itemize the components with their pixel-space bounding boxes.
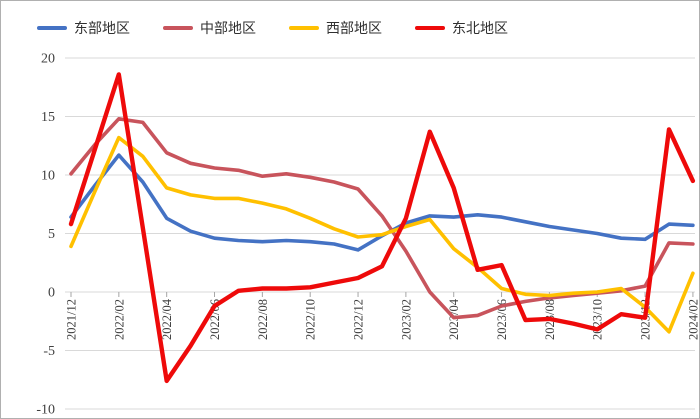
legend-item-central: 中部地区 <box>163 18 256 38</box>
west-line-swatch-icon <box>289 25 319 31</box>
data-series-line <box>69 135 695 334</box>
x-axis-tick-label: 2022/04 <box>160 298 174 340</box>
x-axis-tick-label: 2022/08 <box>256 299 270 340</box>
x-axis-tick-label: 2021/12 <box>65 299 79 340</box>
data-series-line <box>68 72 696 384</box>
x-axis-tick-label: 2022/10 <box>304 299 318 340</box>
legend-label-east: 东部地区 <box>74 22 130 37</box>
legend-item-northeast: 东北地区 <box>415 18 508 38</box>
legend-label-northeast: 东北地区 <box>452 22 508 37</box>
east-line-swatch-icon <box>37 25 67 31</box>
y-axis-tick-label: -10 <box>36 403 55 418</box>
x-axis-tick-label: 2022/12 <box>352 299 366 340</box>
y-axis-tick-label: -5 <box>43 344 55 359</box>
x-axis-tick-label: 2023/06 <box>495 299 509 340</box>
y-axis-tick-label: 15 <box>41 110 55 125</box>
y-axis-tick-label: 20 <box>41 52 55 67</box>
x-axis-tick-label: 2022/02 <box>112 299 126 340</box>
central-line-swatch-icon <box>163 25 193 31</box>
legend-label-central: 中部地区 <box>200 22 256 37</box>
chart-legend: 东部地区 中部地区 西部地区 东北地区 <box>37 18 508 38</box>
x-axis-tick-label: 2023/02 <box>399 299 413 340</box>
data-series-line <box>69 117 695 320</box>
legend-item-west: 西部地区 <box>289 18 382 38</box>
legend-label-west: 西部地区 <box>326 22 382 37</box>
northeast-line-swatch-icon <box>415 25 445 31</box>
y-axis-tick-label: 5 <box>48 227 55 242</box>
x-axis-tick-label: 2024/02 <box>686 299 700 340</box>
x-axis-tick-label: 2023/10 <box>591 299 605 340</box>
y-axis-tick-label: 10 <box>41 169 55 184</box>
y-axis-tick-label: 0 <box>48 286 55 301</box>
legend-item-east: 东部地区 <box>37 18 130 38</box>
